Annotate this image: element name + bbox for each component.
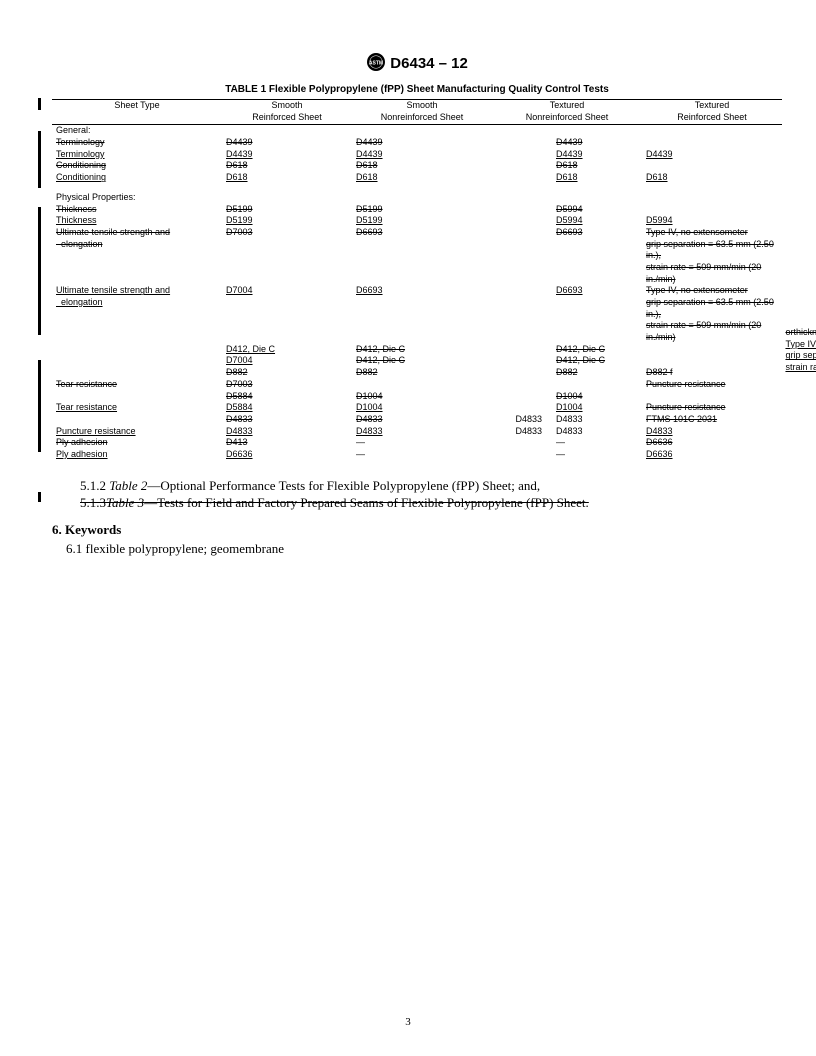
page: ASTM D6434 – 12 TABLE 1 Flexible Polypro… <box>0 0 816 1056</box>
doc-header: ASTM D6434 – 12 <box>52 52 782 76</box>
change-bar <box>38 98 41 110</box>
svg-text:ASTM: ASTM <box>369 61 383 67</box>
para-5-1-2: 5.1.2 Table 2—Optional Performance Tests… <box>80 477 782 495</box>
para-5-1-3: 5.1.3Table 3—Tests for Field and Factory… <box>80 494 782 512</box>
change-bar <box>38 360 41 452</box>
astm-logo-icon: ASTM <box>366 52 386 76</box>
change-bar <box>38 131 41 188</box>
table-title: TABLE 1 Flexible Polypropylene (fPP) She… <box>52 84 782 95</box>
para-6-1: 6.1 flexible polypropylene; geomembrane <box>66 540 782 558</box>
heading-keywords: 6. Keywords <box>52 522 782 538</box>
change-bar <box>38 492 41 502</box>
page-number: 3 <box>0 1016 816 1028</box>
table1: Sheet TypeSmoothReinforced SheetSmoothNo… <box>52 99 782 461</box>
change-bar <box>38 207 41 335</box>
doc-designation: D6434 – 12 <box>390 55 468 72</box>
